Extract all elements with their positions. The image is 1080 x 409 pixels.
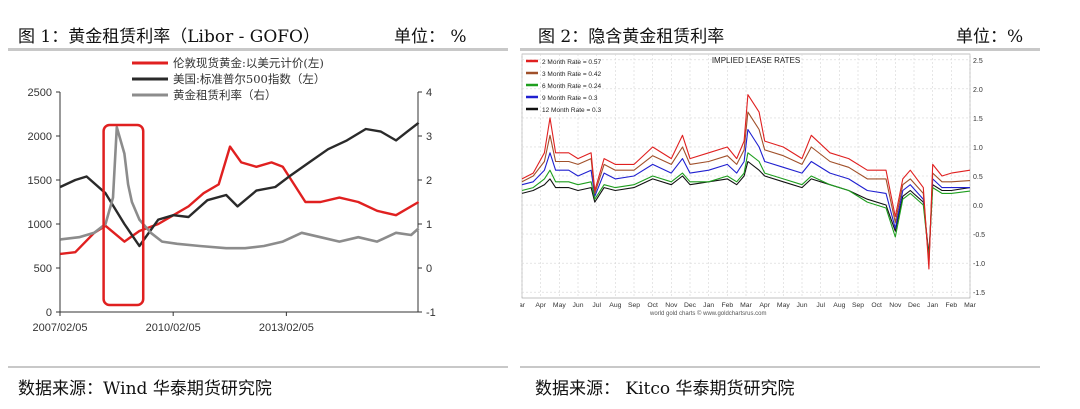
figure-2-top-rule	[520, 48, 1040, 51]
y-left-tick-label: 1000	[28, 219, 52, 231]
x-tick-label: May	[553, 302, 566, 309]
x-tick-label: May	[777, 302, 790, 309]
legend-label-3: 6 Month Rate = 0.24	[542, 83, 601, 90]
y-tick-label: 2.0	[973, 87, 983, 94]
x-tick-label: Nov	[889, 302, 902, 309]
x-tick-label: Feb	[945, 302, 957, 309]
x-tick-label: Mar	[740, 302, 752, 309]
figure-1-title: 图 1：黄金租赁利率（Libor - GOFO）	[18, 27, 320, 47]
x-tick-label: 2010/02/05	[146, 322, 201, 334]
x-tick-label: Oct	[871, 302, 882, 309]
y-tick-label: 1.5	[973, 116, 983, 123]
highlight-box	[102, 123, 145, 307]
figure-2-panel: 图 2：隐含黄金租赁利率 单位：% 2.5 2.0 1.5 1.0 0.5 0.0 -0.5…	[520, 0, 1080, 409]
series-line-5	[521, 160, 971, 255]
x-tick-label: Mar	[964, 302, 976, 309]
x-tick-label: ar	[520, 302, 526, 309]
figure-1-bottom-rule	[8, 366, 508, 368]
x-tick-label: Jan	[703, 302, 714, 309]
y-left-tick-label: 500	[34, 263, 52, 275]
y-left-tick-label: 2500	[28, 87, 52, 99]
y-left-tick-label: 2000	[28, 131, 52, 143]
y-right-tick-label: 3	[426, 131, 432, 143]
figure-2-chart: 2.5 2.0 1.5 1.0 0.5 0.0 -0.5 -1.0 -1.5 ar Apr May Ju…	[520, 53, 985, 317]
chart-footer: world gold charts © www.goldchartsrus.co…	[649, 310, 766, 317]
legend-label-2: 3 Month Rate = 0.42	[542, 71, 601, 78]
y-tick-label: 1.0	[973, 145, 983, 152]
y-right-tick-label: 2	[426, 175, 432, 187]
x-tick-label: Dec	[908, 302, 921, 309]
y-left-tick-label: 0	[46, 307, 52, 319]
x-tick-label: Apr	[759, 302, 770, 309]
series-line-1	[60, 145, 420, 256]
series-line-2	[59, 121, 420, 248]
figure-1-chart: 0 500 1000 1500 2000 2500 -1 0 1 2 3 4 2007/02/05 201…	[28, 56, 436, 334]
y-right-tick-label: -1	[426, 307, 436, 319]
legend-label-5: 12 Month Rate = 0.3	[542, 107, 601, 114]
x-tick-label: Sep	[852, 302, 864, 309]
legend-label-3: 黄金租赁利率（右）	[173, 88, 277, 102]
x-tick-label: Jan	[927, 302, 938, 309]
series-line-4	[521, 128, 970, 261]
legend-label-1: 2 Month Rate = 0.57	[542, 59, 601, 66]
x-tick-label: Dec	[684, 302, 697, 309]
series-line-3	[60, 125, 420, 250]
y-right-tick-label: 0	[426, 263, 432, 275]
y-tick-label: 2.5	[973, 58, 983, 65]
y-tick-label: -0.5	[973, 232, 985, 239]
figure-1-panel: 图 1：黄金租赁利率（Libor - GOFO） 单位： % 0 500 1000 1…	[0, 0, 515, 409]
y-left-tick-label: 1500	[28, 175, 52, 187]
y-right-tick-label: 4	[426, 87, 432, 99]
y-right-tick-label: 1	[426, 219, 432, 231]
x-tick-label: Jul	[816, 302, 825, 309]
x-tick-label: Aug	[833, 302, 845, 309]
legend-label-1: 伦敦现货黄金:以美元计价(左)	[173, 56, 324, 70]
x-tick-label: Feb	[721, 302, 733, 309]
x-tick-label: 2013/02/05	[259, 322, 314, 334]
x-tick-label: Jun	[797, 302, 808, 309]
series-line-2	[521, 111, 971, 264]
x-tick-label: 2007/02/05	[32, 322, 87, 334]
legend-label-4: 9 Month Rate = 0.3	[542, 95, 598, 102]
x-tick-label: Nov	[665, 302, 678, 309]
series-line-1	[521, 94, 971, 270]
y-tick-label: -1.5	[973, 290, 985, 297]
y-tick-label: 0.5	[973, 174, 983, 181]
x-tick-label: Apr	[535, 302, 546, 309]
x-tick-label: Jun	[573, 302, 584, 309]
y-tick-label: 0.0	[973, 203, 983, 210]
x-tick-label: Aug	[609, 302, 621, 309]
series-line-3	[521, 152, 971, 258]
figure-2-title-row: 图 2：隐含黄金租赁利率 单位：%	[538, 22, 1080, 47]
x-tick-label: Jul	[592, 302, 601, 309]
chart-title: IMPLIED LEASE RATES	[712, 56, 800, 65]
figure-1-top-rule	[8, 48, 508, 51]
legend-label-2: 美国:标准普尔500指数（左）	[173, 72, 325, 86]
figure-1-source: 数据来源：Wind 华泰期货研究院	[18, 379, 272, 399]
y-tick-label: -1.0	[973, 261, 985, 268]
figure-1-unit: 单位： %	[394, 27, 467, 47]
figure-2-unit: 单位：%	[956, 27, 1024, 47]
figure-2-title: 图 2：隐含黄金租赁利率	[538, 27, 725, 47]
x-tick-label: Oct	[647, 302, 658, 309]
figure-1-title-row: 图 1：黄金租赁利率（Libor - GOFO） 单位： %	[18, 22, 515, 47]
figure-2-source: 数据来源： Kitco 华泰期货研究院	[535, 379, 795, 399]
x-tick-label: Sep	[628, 302, 640, 309]
figure-2-bottom-rule	[520, 366, 1040, 368]
